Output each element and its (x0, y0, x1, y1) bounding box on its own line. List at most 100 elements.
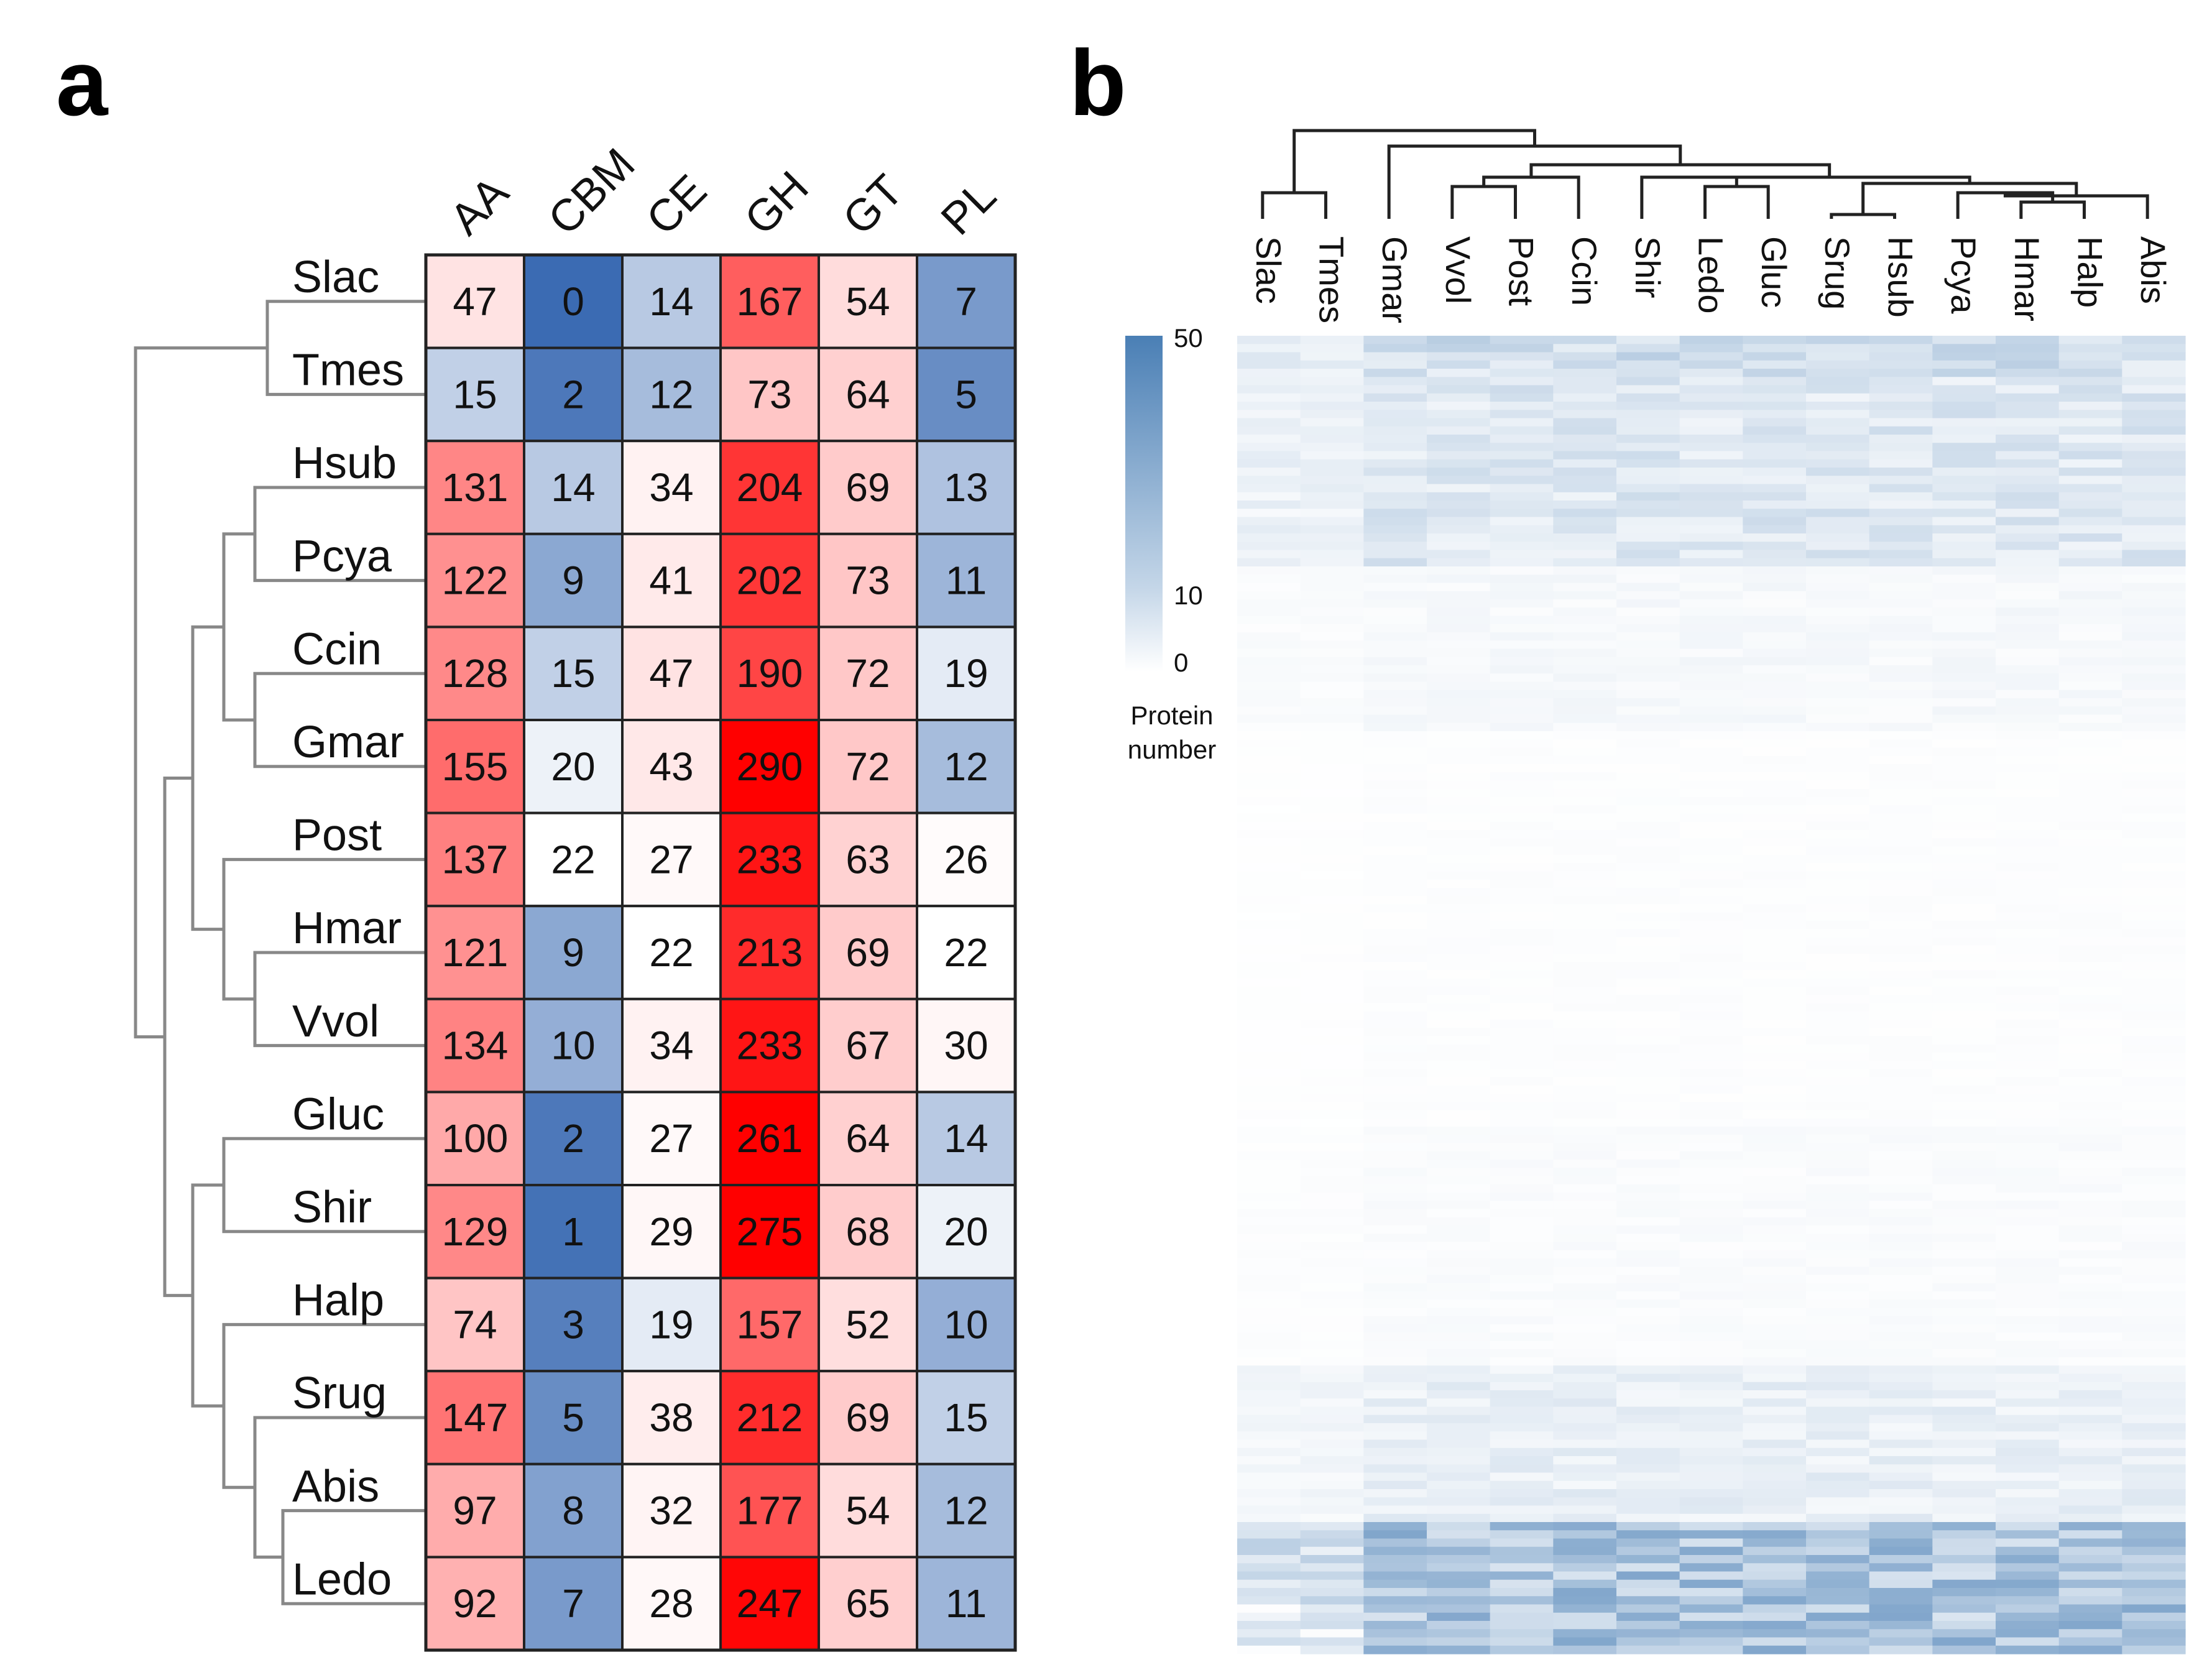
heatmap-b-cell (2122, 1612, 2186, 1622)
heatmap-b-cell (1679, 525, 1743, 534)
heatmap-b-cell (1553, 1406, 1617, 1416)
heatmap-b-cell (1932, 871, 1996, 880)
heatmap-b-cell (2122, 1588, 2186, 1597)
heatmap-b-cell (1553, 1373, 1617, 1383)
heatmap-b-cell (1427, 616, 1491, 625)
heatmap-b-cell (1743, 1546, 1807, 1556)
heatmap-b-cell (1679, 410, 1743, 419)
heatmap-b-cell (1300, 476, 1364, 485)
heatmap-b-cell (1932, 1299, 1996, 1309)
heatmap-b-cell (1743, 1085, 1807, 1094)
heatmap-b-cell (1490, 1571, 1554, 1580)
heatmap-b-cell (1553, 986, 1617, 995)
heatmap-b-cell (1300, 509, 1364, 518)
heatmap-b-cell (1553, 1316, 1617, 1325)
heatmap-b-cell (1806, 764, 1870, 773)
heatmap-b-cell (2058, 1052, 2122, 1061)
heatmap-b-cell (2122, 484, 2186, 493)
heatmap-b-cell (2058, 1019, 2122, 1028)
heatmap-b-cell (1553, 648, 1617, 658)
heatmap-b-cell (1869, 962, 1933, 971)
heatmap-b-cell (2058, 402, 2122, 410)
heatmap-b-cell (1932, 377, 1996, 386)
heatmap-b-cell (1679, 665, 1743, 674)
heatmap-b-cell (1553, 1193, 1617, 1201)
heatmap-b-cell (1490, 945, 1554, 954)
heatmap-b-cell (1237, 731, 1301, 740)
heatmap-b-cell (1363, 1061, 1427, 1069)
heatmap-b-cell (1490, 451, 1554, 460)
heatmap-b-cell (2122, 410, 2186, 419)
heatmap-b-cell (1427, 566, 1491, 575)
heatmap-b-cell (1363, 501, 1427, 509)
heatmap-b-cell (1616, 1464, 1680, 1474)
heatmap-b-cell (1869, 1489, 1933, 1498)
heatmap-b-cell (1490, 1621, 1554, 1630)
heatmap-b-cell (1553, 1332, 1617, 1342)
heatmap-b-cell (1869, 1365, 1933, 1375)
cell-value: 34 (649, 465, 693, 510)
heatmap-b-cell (1996, 1645, 2060, 1654)
heatmap-b-cell (2122, 476, 2186, 485)
cell-value: 202 (737, 558, 803, 603)
heatmap-b-cell (1806, 1588, 1870, 1597)
heatmap-b-cell (1616, 912, 1680, 921)
cell-value: 38 (649, 1395, 693, 1440)
heatmap-b-cell (1490, 591, 1554, 600)
heatmap-b-cell (1806, 1439, 1870, 1449)
heatmap-b-cell (1427, 962, 1491, 971)
heatmap-b-cell (1363, 797, 1427, 806)
heatmap-b-cell (1743, 484, 1807, 493)
heatmap-b-cell (1679, 648, 1743, 658)
heatmap-b-cell (1616, 813, 1680, 823)
heatmap-b-cell (2058, 1184, 2122, 1193)
column-label: CBM (539, 139, 645, 245)
heatmap-b-cell (1996, 1555, 2060, 1564)
heatmap-b-cell (1427, 805, 1491, 814)
heatmap-b-cell (1300, 492, 1364, 501)
heatmap-b-cell (1996, 1003, 2060, 1012)
heatmap-b-cell (1300, 566, 1364, 575)
heatmap-b-cell (1932, 1250, 1996, 1259)
heatmap-b-cell (1237, 978, 1301, 987)
heatmap-b-cell (1490, 1563, 1554, 1572)
heatmap-b-cell (2058, 953, 2122, 962)
heatmap-b-cell (1679, 1390, 1743, 1399)
heatmap-b-cell (1743, 369, 1807, 377)
heatmap-b-cell (1553, 1143, 1617, 1152)
heatmap-b-cell (1553, 1291, 1617, 1300)
heatmap-b-cell (1427, 591, 1491, 600)
heatmap-b-cell (1743, 1176, 1807, 1185)
heatmap-b-cell (1300, 1579, 1364, 1589)
heatmap-b-cell (2122, 731, 2186, 740)
heatmap-b-cell (1363, 1357, 1427, 1366)
cell-value: 2 (562, 1116, 584, 1161)
heatmap-b-cell (1869, 542, 1933, 551)
heatmap-b-cell (1743, 533, 1807, 542)
heatmap-b-cell (1363, 1439, 1427, 1449)
heatmap-cell (719, 440, 820, 535)
heatmap-b-cell (1363, 336, 1427, 344)
heatmap-b-cell (1553, 1612, 1617, 1622)
heatmap-b-cell (1932, 533, 1996, 542)
cell-value: 52 (846, 1302, 890, 1347)
heatmap-b-cell (1237, 476, 1301, 485)
heatmap-b-cell (1363, 912, 1427, 921)
heatmap-b-cell (1490, 1044, 1554, 1053)
heatmap-b-cell (1427, 1332, 1491, 1342)
heatmap-cell (523, 1370, 624, 1465)
heatmap-b-cell (1806, 821, 1870, 831)
heatmap-b-cell (1869, 871, 1933, 880)
heatmap-b-cell (1363, 1291, 1427, 1300)
heatmap-b-cell (1427, 501, 1491, 509)
heatmap-b-cell (1427, 772, 1491, 782)
heatmap-b-cell (1996, 1135, 2060, 1144)
heatmap-b-cell (1237, 648, 1301, 658)
heatmap-b-cell (1806, 435, 1870, 443)
heatmap-b-cell (1300, 410, 1364, 419)
heatmap-b-cell (1743, 1340, 1807, 1350)
heatmap-b-cell (2058, 1135, 2122, 1144)
heatmap-b-cell (1427, 1513, 1491, 1523)
heatmap-b-cell (1237, 550, 1301, 559)
